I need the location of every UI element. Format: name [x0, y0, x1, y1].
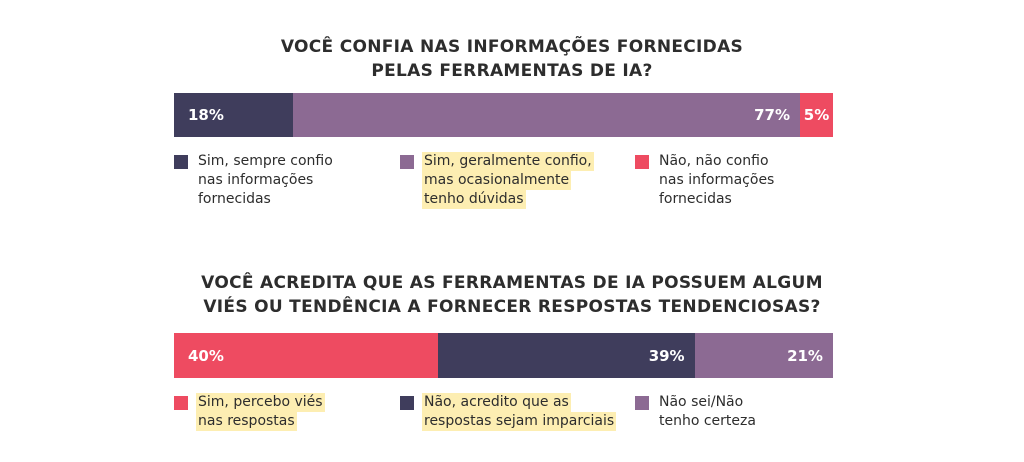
legend-label-line: Não, acredito que as [422, 393, 571, 412]
chart-1-title-line-1: VOCÊ CONFIA NAS INFORMAÇÕES FORNECIDAS [280, 37, 744, 57]
legend-swatch [635, 396, 649, 410]
legend-swatch [174, 155, 188, 169]
legend-label-line: nas informações [198, 172, 314, 188]
legend-item: Não, acredito que as respostas sejam impa… [400, 393, 617, 431]
legend-label-line: Não, não confio [659, 153, 769, 169]
legend-item: Sim, sempre confio nas informações forneci… [174, 152, 333, 209]
legend-label-line: Não sei/Não [659, 394, 744, 410]
legend-label-line: respostas sejam imparciais [422, 412, 617, 431]
legend-item: Não sei/Não tenho certeza [635, 393, 756, 431]
chart-2-title: VOCÊ ACREDITA QUE AS FERRAMENTAS DE IA P… [0, 271, 1024, 319]
legend-label: Sim, geralmente confio, mas ocasionalment… [422, 152, 594, 209]
legend-label-line: nas respostas [196, 412, 297, 431]
bar-segment: 18% [174, 93, 293, 137]
legend-swatch [635, 155, 649, 169]
bar-segment: 39% [437, 333, 695, 378]
segment-value-label: 5% [803, 106, 830, 124]
bar-segment: 5% [800, 93, 833, 137]
segment-value-label: 18% [188, 106, 224, 124]
legend-item: Sim, percebo viés nas respostas [174, 393, 325, 431]
segment-value-label: 21% [787, 346, 823, 365]
chart-1-title-line-2: PELAS FERRAMENTAS DE IA? [371, 61, 653, 81]
legend-swatch [174, 396, 188, 410]
legend-label: Sim, sempre confio nas informações forneci… [198, 152, 333, 209]
chart-1-title: VOCÊ CONFIA NAS INFORMAÇÕES FORNECIDAS P… [0, 35, 1024, 83]
legend-label: Não, acredito que as respostas sejam impa… [422, 393, 617, 431]
legend-label-line: Sim, geralmente confio, [422, 152, 594, 171]
legend-label-line: mas ocasionalmente [422, 171, 572, 190]
segment-value-label: 77% [754, 106, 791, 124]
legend-label-line: nas informações [659, 172, 775, 188]
segment-value-label: 40% [188, 346, 224, 365]
bar-segment: 21% [694, 333, 833, 378]
bar-segment: 77% [292, 93, 801, 137]
legend-label-line: fornecidas [198, 191, 271, 207]
legend-swatch [400, 155, 414, 169]
bar-segment: 40% [174, 333, 438, 378]
chart-1-stacked-bar: 18% 77% 5% [174, 93, 833, 137]
legend-label-line: tenho dúvidas [422, 190, 526, 209]
legend-label-line: Sim, percebo viés [196, 393, 325, 412]
legend-label: Não, não confio nas informações fornecidas [659, 152, 774, 209]
legend-label-line: fornecidas [659, 191, 732, 207]
chart-2-stacked-bar: 40% 39% 21% [174, 333, 833, 378]
legend-label: Sim, percebo viés nas respostas [196, 393, 325, 431]
chart-2-title-line-1: VOCÊ ACREDITA QUE AS FERRAMENTAS DE IA P… [201, 273, 823, 293]
chart-2-title-line-2: VIÉS OU TENDÊNCIA A FORNECER RESPOSTAS T… [203, 297, 821, 317]
segment-value-label: 39% [648, 346, 685, 365]
legend-item: Sim, geralmente confio, mas ocasionalment… [400, 152, 594, 209]
legend-swatch [400, 396, 414, 410]
legend-item: Não, não confio nas informações fornecidas [635, 152, 774, 209]
legend-label-line: tenho certeza [659, 413, 756, 429]
legend-label-line: Sim, sempre confio [198, 153, 333, 169]
legend-label: Não sei/Não tenho certeza [659, 393, 756, 431]
